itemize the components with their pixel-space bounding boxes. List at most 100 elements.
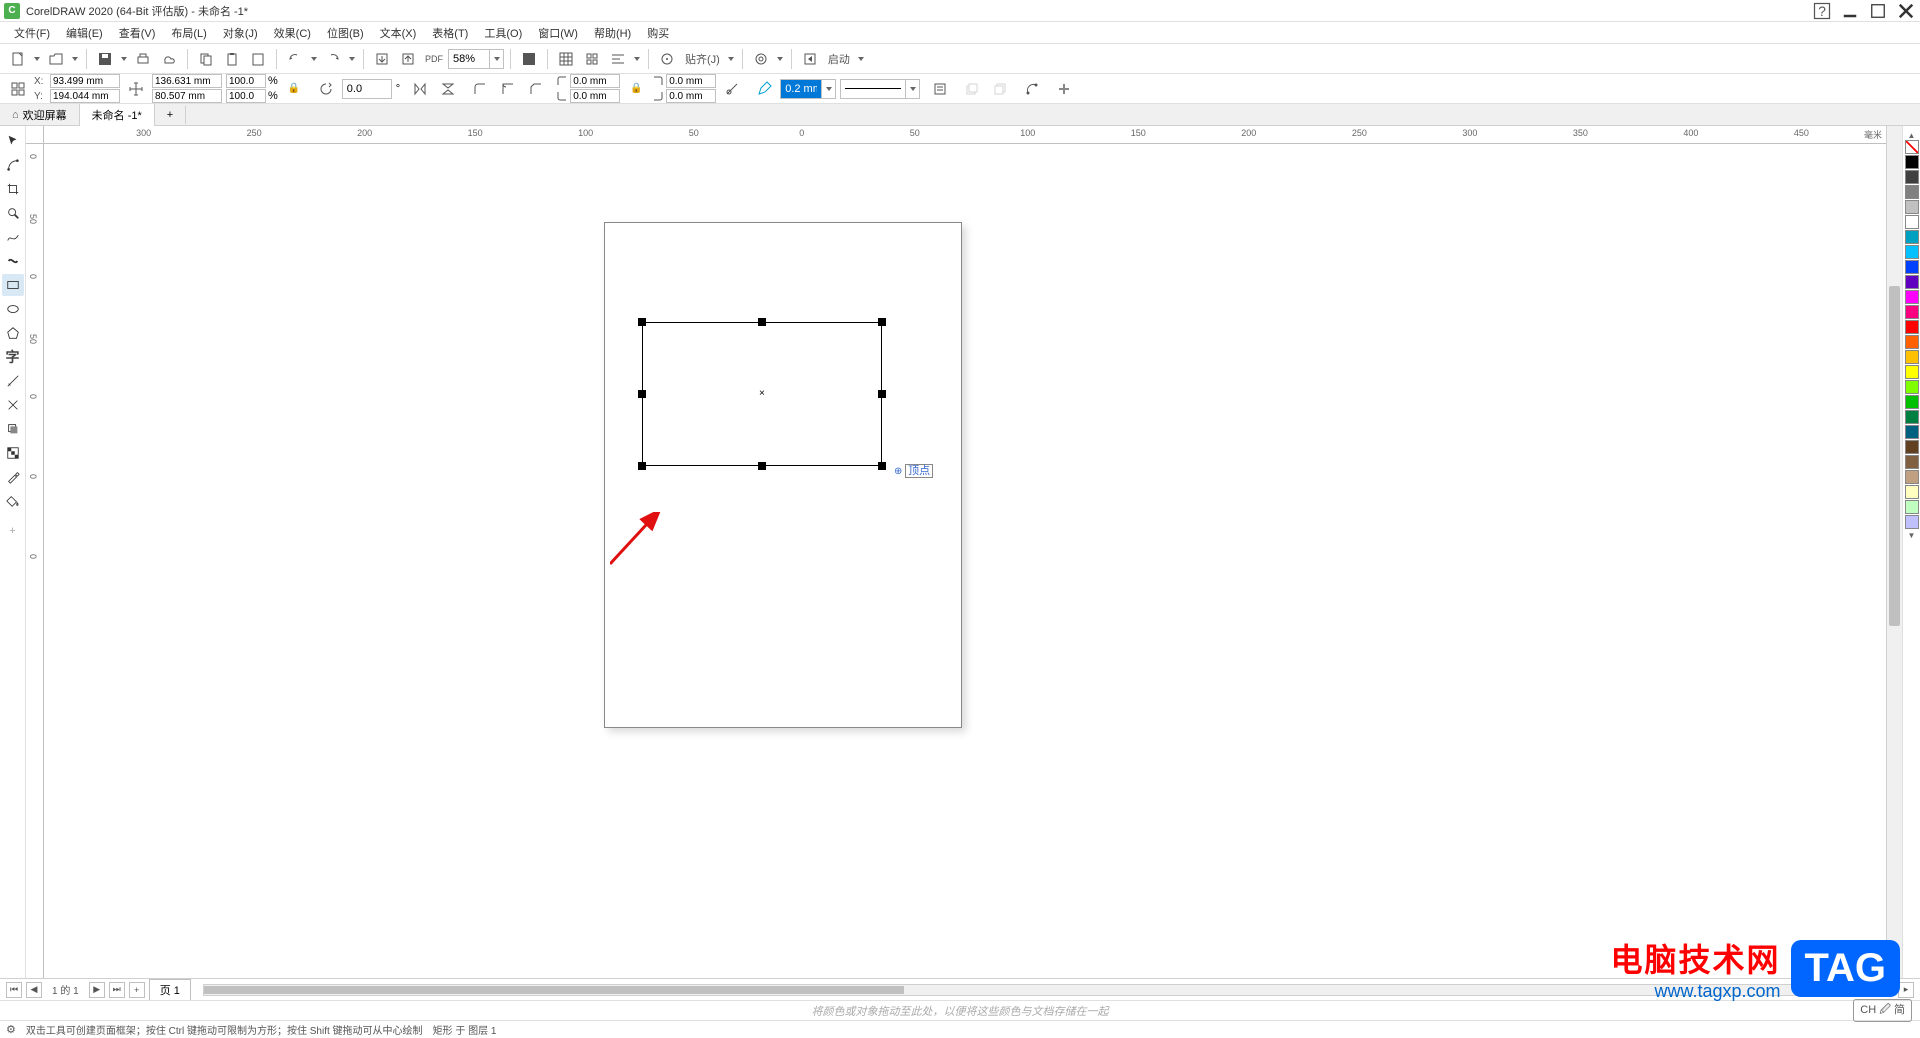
color-swatch[interactable]	[1905, 380, 1919, 394]
artistic-media-tool[interactable]	[2, 250, 24, 272]
menu-text[interactable]: 文本(X)	[372, 23, 425, 43]
shape-tool[interactable]	[2, 154, 24, 176]
color-swatch[interactable]	[1905, 470, 1919, 484]
menu-file[interactable]: 文件(F)	[6, 23, 58, 43]
tab-doc1[interactable]: 未命名 -1*	[80, 104, 155, 126]
color-swatch[interactable]	[1905, 170, 1919, 184]
ruler-vertical[interactable]: 050050000	[26, 144, 44, 978]
zoom-input[interactable]	[449, 50, 489, 68]
outline-style-combo[interactable]	[840, 79, 920, 99]
color-swatch[interactable]	[1905, 410, 1919, 424]
snap-label[interactable]: 贴齐(J)	[681, 51, 724, 67]
save-button[interactable]	[93, 47, 117, 71]
menu-table[interactable]: 表格(T)	[424, 23, 476, 43]
tab-add[interactable]: +	[155, 106, 186, 124]
page-prev[interactable]: ◀	[26, 982, 42, 998]
color-swatch[interactable]	[1905, 185, 1919, 199]
color-swatch[interactable]	[1905, 305, 1919, 319]
snap-dropdown[interactable]	[726, 57, 736, 61]
new-button[interactable]	[6, 47, 30, 71]
launch-dropdown[interactable]	[856, 57, 866, 61]
zoom-tool[interactable]	[2, 202, 24, 224]
color-swatch[interactable]	[1905, 500, 1919, 514]
selection-handle[interactable]	[758, 462, 766, 470]
menu-edit[interactable]: 编辑(E)	[58, 23, 111, 43]
corner3-input[interactable]	[666, 74, 716, 88]
color-swatch[interactable]	[1905, 395, 1919, 409]
scroll-thumb[interactable]	[1889, 286, 1900, 626]
outline-width-input[interactable]	[781, 80, 821, 98]
color-swatch[interactable]	[1905, 275, 1919, 289]
undo-button[interactable]	[283, 47, 307, 71]
menu-layout[interactable]: 布局(L)	[163, 23, 214, 43]
color-swatch[interactable]	[1905, 365, 1919, 379]
paste-button[interactable]	[220, 47, 244, 71]
selection-handle[interactable]	[638, 318, 646, 326]
ruler-horizontal[interactable]: 毫米 3002502001501005005010015020025030035…	[44, 126, 1886, 144]
save-dropdown[interactable]	[119, 57, 129, 61]
page-last[interactable]: ⏭	[109, 982, 125, 998]
drop-shadow-tool[interactable]	[2, 418, 24, 440]
align-dropdown[interactable]	[632, 57, 642, 61]
export-button[interactable]	[396, 47, 420, 71]
no-fill-swatch[interactable]	[1905, 140, 1919, 154]
color-swatch[interactable]	[1905, 485, 1919, 499]
pick-tool[interactable]	[2, 130, 24, 152]
height-pct-input[interactable]	[226, 89, 266, 103]
selection-handle[interactable]	[878, 462, 886, 470]
y-input[interactable]	[50, 89, 120, 103]
corner-chamfer-button[interactable]	[524, 77, 548, 101]
add-button[interactable]	[1052, 77, 1076, 101]
maximize-button[interactable]	[1868, 3, 1888, 19]
menu-bitmap[interactable]: 位图(B)	[319, 23, 372, 43]
close-button[interactable]	[1896, 3, 1916, 19]
menu-object[interactable]: 对象(J)	[215, 23, 266, 43]
color-swatch[interactable]	[1905, 425, 1919, 439]
corner2-input[interactable]	[570, 89, 620, 103]
color-swatch[interactable]	[1905, 230, 1919, 244]
corner-round-button[interactable]	[468, 77, 492, 101]
color-swatch[interactable]	[1905, 320, 1919, 334]
menu-window[interactable]: 窗口(W)	[530, 23, 586, 43]
parallel-dim-tool[interactable]	[2, 370, 24, 392]
menu-help[interactable]: 帮助(H)	[586, 23, 639, 43]
open-dropdown[interactable]	[70, 57, 80, 61]
to-back-button[interactable]	[988, 77, 1012, 101]
gear-icon[interactable]: ⚙	[6, 1023, 16, 1036]
grid-button[interactable]	[554, 47, 578, 71]
color-swatch[interactable]	[1905, 350, 1919, 364]
snap-icon[interactable]	[655, 47, 679, 71]
page-add[interactable]: +	[129, 982, 145, 998]
launch-icon[interactable]	[798, 47, 822, 71]
color-swatch[interactable]	[1905, 155, 1919, 169]
redo-button[interactable]	[321, 47, 345, 71]
wrap-text-button[interactable]	[928, 77, 952, 101]
nav-menu[interactable]: ▸	[1898, 982, 1914, 998]
color-swatch[interactable]	[1905, 335, 1919, 349]
page-first[interactable]: ⏮	[6, 982, 22, 998]
outline-width-combo[interactable]	[780, 79, 836, 99]
mirror-h-button[interactable]	[408, 77, 432, 101]
crop-tool[interactable]	[2, 178, 24, 200]
zoom-combo[interactable]	[448, 49, 504, 69]
corner4-input[interactable]	[666, 89, 716, 103]
convert-curves-button[interactable]	[1020, 77, 1044, 101]
menu-tools[interactable]: 工具(O)	[476, 23, 530, 43]
canvas[interactable]: ×⊕ 顶点	[44, 144, 1886, 978]
ellipse-tool[interactable]	[2, 298, 24, 320]
palette-down[interactable]: ▼	[1905, 530, 1919, 540]
width-pct-input[interactable]	[226, 74, 266, 88]
print-button[interactable]	[131, 47, 155, 71]
polygon-tool[interactable]	[2, 322, 24, 344]
open-button[interactable]	[44, 47, 68, 71]
page-next[interactable]: ▶	[89, 982, 105, 998]
palette-up[interactable]: ▲	[1905, 130, 1919, 140]
color-swatch[interactable]	[1905, 515, 1919, 529]
corner1-input[interactable]	[570, 74, 620, 88]
to-front-button[interactable]	[960, 77, 984, 101]
color-swatch[interactable]	[1905, 455, 1919, 469]
width-input[interactable]	[152, 74, 222, 88]
text-tool[interactable]: 字	[2, 346, 24, 368]
ime-badge[interactable]: CH 🖉 简	[1853, 999, 1912, 1022]
copy-button[interactable]	[194, 47, 218, 71]
